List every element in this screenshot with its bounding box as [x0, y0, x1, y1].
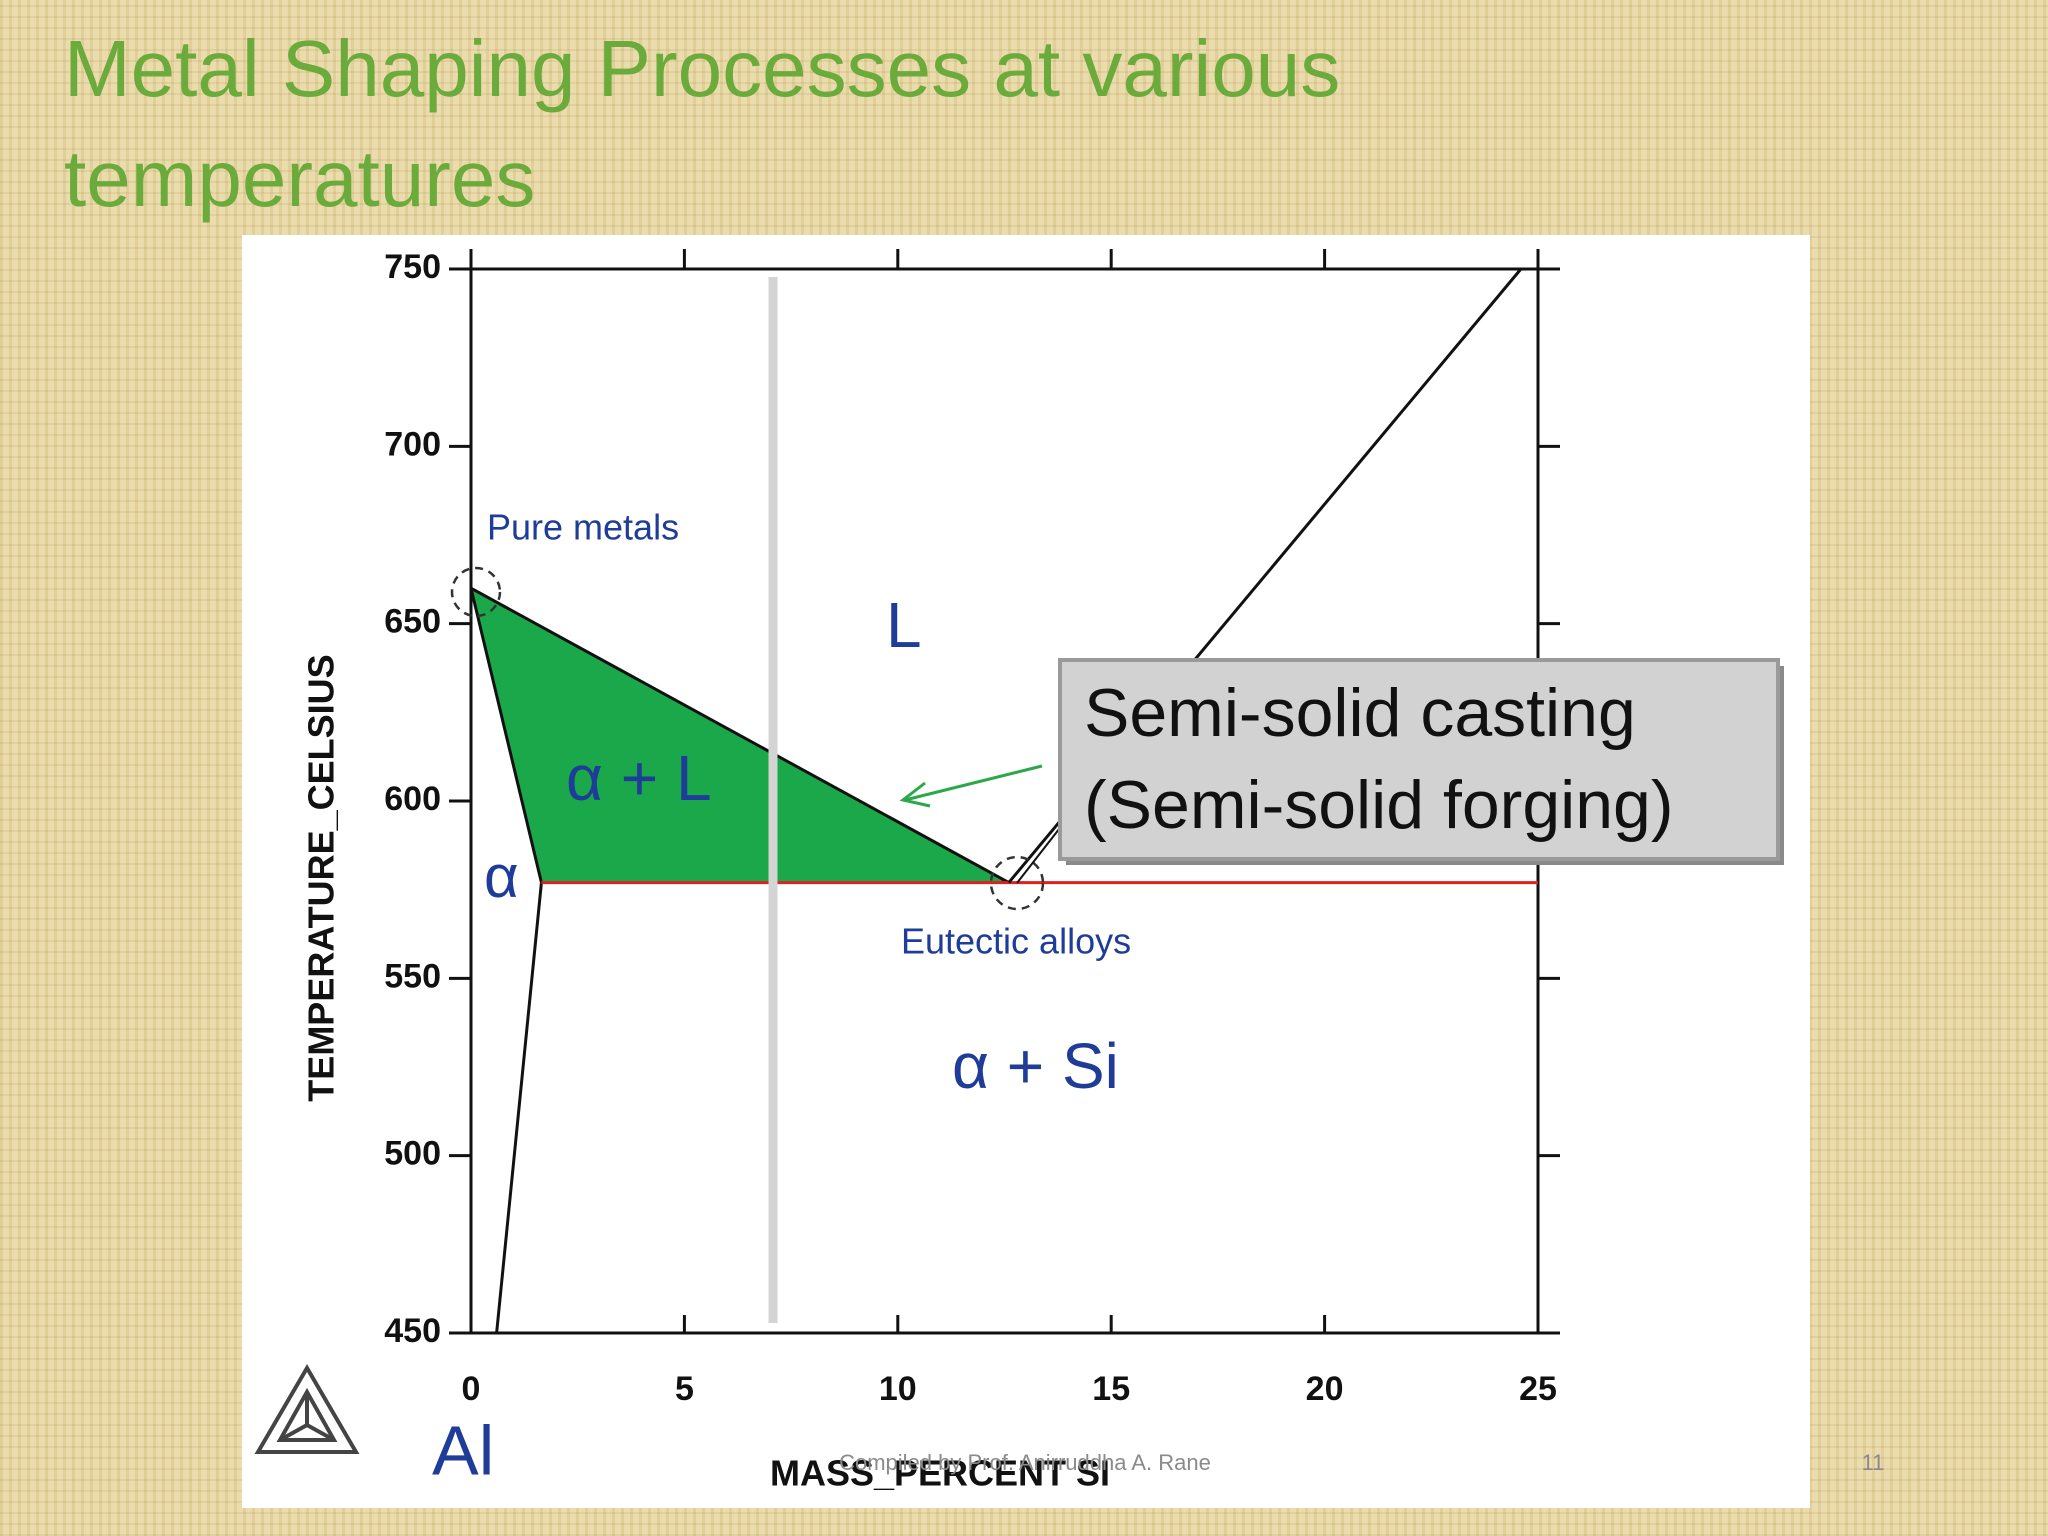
element-label: Al [432, 1411, 494, 1489]
annotation: Eutectic alloys [901, 921, 1131, 962]
y-tick-label: 500 [384, 1135, 441, 1173]
callout-box [1058, 658, 1780, 861]
slide-title: Metal Shaping Processes at various tempe… [64, 24, 1341, 223]
annotation: α + L [566, 742, 712, 814]
x-tick-label: 0 [462, 1370, 481, 1408]
arrow [904, 764, 1043, 802]
y-tick-label: 700 [384, 425, 441, 463]
x-tick-label: 15 [1092, 1370, 1130, 1408]
annotation: α [484, 843, 519, 910]
logo [254, 1364, 360, 1454]
x-tick-label: 25 [1519, 1370, 1557, 1408]
annotation: α + Si [952, 1030, 1119, 1102]
x-tick-label: 10 [879, 1370, 917, 1408]
x-axis-label: MASS_PERCENT SI [770, 1453, 1110, 1494]
marker-circle [989, 855, 1045, 911]
x-tick-label: 20 [1306, 1370, 1344, 1408]
callout-text: (Semi-solid forging) [1084, 767, 1674, 843]
y-tick-label: 600 [384, 780, 441, 818]
y-tick-label: 650 [384, 603, 441, 641]
arrow-head [899, 781, 931, 808]
page-number: 11 [1862, 1450, 1885, 1475]
callout-text: Semi-solid casting [1084, 675, 1636, 751]
marker-circle [450, 566, 502, 618]
y-tick-label: 750 [384, 248, 441, 286]
annotation: L [886, 589, 922, 661]
phase-boundary [469, 587, 543, 883]
y-tick-label: 450 [384, 1312, 441, 1350]
annotation: Pure metals [487, 507, 679, 548]
y-tick-label: 550 [384, 957, 441, 995]
footer: Compiled by Prof. Anirruddha A. Rane [839, 1450, 1211, 1475]
y-axis-label: TEMPERATURE_CELSIUS [301, 654, 342, 1101]
x-tick-label: 5 [675, 1370, 694, 1408]
phase-boundary [470, 586, 1010, 884]
phase-boundary [495, 882, 543, 1334]
